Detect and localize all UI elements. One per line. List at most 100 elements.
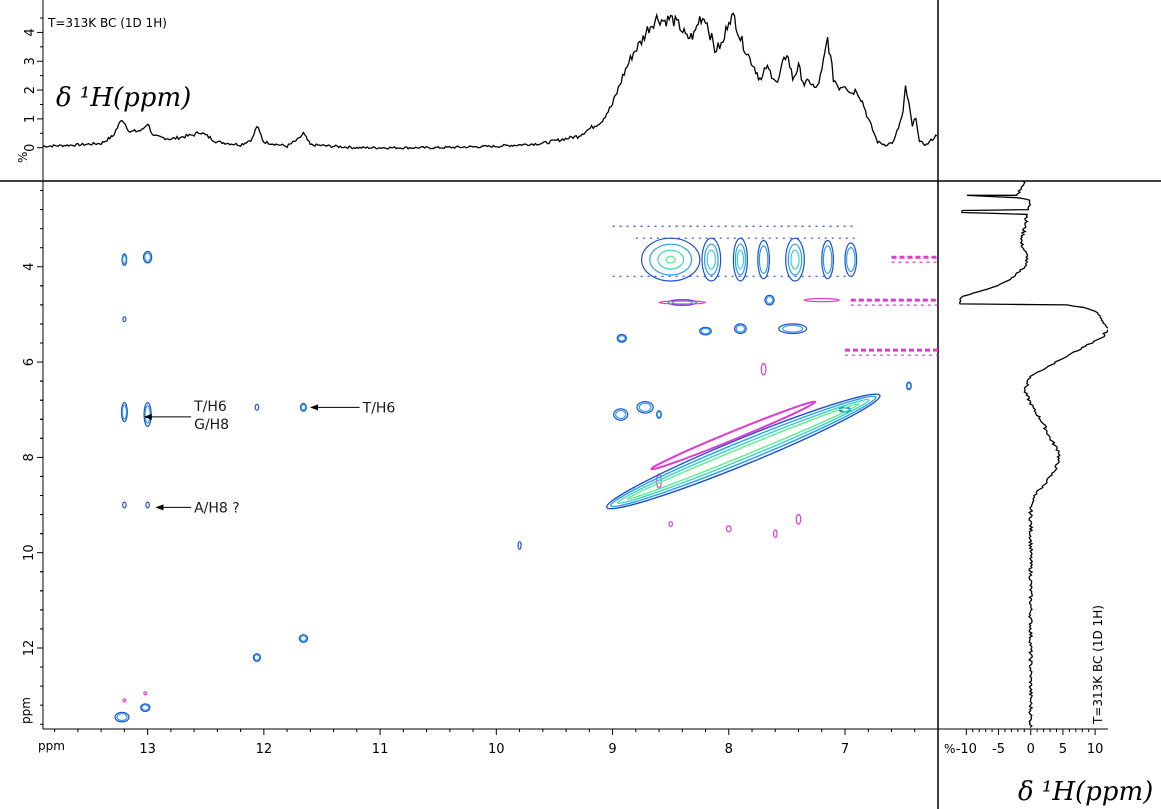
contour-peak-blue <box>734 323 747 335</box>
contour-peak-blue <box>254 403 260 411</box>
right-projection-axis-title: δ ¹H(ppm) <box>1018 777 1153 807</box>
contour-peak-blue <box>122 501 127 509</box>
right-x-tick-label: 5 <box>1059 742 1067 757</box>
top-projection-y-ticks: 0 1 2 3 4 <box>23 17 43 152</box>
contour-peak-blue <box>617 334 626 342</box>
contour-peak-blue <box>845 247 856 273</box>
annotation-label: T/H6 <box>193 399 227 415</box>
annotation-label: A/H8 ? <box>194 500 240 516</box>
contour-peak-blue <box>782 324 804 333</box>
top-projection-axis-title: δ ¹H(ppm) <box>56 83 191 113</box>
top-projection-label: T=313K BC (1D 1H) <box>47 16 167 30</box>
y-axis-unit-label: ppm <box>19 697 33 724</box>
diagonal-contour <box>610 395 877 508</box>
right-x-tick-label: 10 <box>1087 742 1104 757</box>
contour-peak-blue <box>300 403 307 411</box>
contour-peak-blue <box>299 402 307 412</box>
contour-peak-blue <box>142 250 153 264</box>
top-y-tick-label: 2 <box>23 86 38 94</box>
y-axis-ticks: 4 6 8 10 12 <box>22 190 43 725</box>
diagonal-contour <box>626 402 861 500</box>
right-projection-trace <box>958 181 1108 728</box>
contour-peak-blue <box>667 299 697 307</box>
contour-peak-blue <box>636 400 654 414</box>
contour-peak-blue <box>699 326 712 336</box>
y-tick-label: 4 <box>22 263 37 271</box>
contour-peak-blue <box>778 323 808 335</box>
contour-peak-blue <box>638 402 652 412</box>
contour-peak-blue <box>703 243 719 276</box>
x-tick-label: 12 <box>256 742 273 757</box>
y-tick-label: 12 <box>22 640 37 657</box>
contour-peak-magenta <box>122 698 127 703</box>
diagonal-contour <box>605 393 881 510</box>
contour-peak-blue <box>298 634 309 643</box>
x-axis-unit-label: ppm <box>38 739 65 753</box>
contour-peak-blue <box>114 711 130 723</box>
annotation-layer: T/H6 G/H8 T/H6 A/H8 ? <box>143 399 396 516</box>
contour-peak-magenta <box>725 525 732 533</box>
contour-peak-magenta <box>760 362 767 376</box>
right-projection-x-ticks: -10 -5 0 5 10 <box>956 729 1104 757</box>
diagonal-contour-magenta <box>650 400 817 471</box>
contour-peak-blue <box>906 382 912 390</box>
contour-peak-blue <box>758 245 769 274</box>
contour-peak-blue <box>822 245 833 274</box>
contour-peak-blue <box>706 249 717 270</box>
contour-peak-magenta <box>795 513 802 525</box>
top-y-tick-label: 4 <box>23 28 38 36</box>
annotation-label: T/H6 <box>362 400 396 416</box>
contour-peak-blue <box>641 237 701 282</box>
contour-peak-magenta <box>143 691 148 696</box>
top-y-tick-label: 3 <box>23 57 38 65</box>
contour-peak-blue <box>700 327 711 335</box>
right-x-tick-label: -10 <box>956 742 977 757</box>
contour-peak-magenta <box>668 521 674 528</box>
y-tick-label: 8 <box>22 453 37 461</box>
contour-peak-blue <box>253 654 260 661</box>
x-tick-label: 9 <box>608 742 616 757</box>
contour-peak-blue <box>116 713 128 722</box>
y-tick-label: 6 <box>22 358 37 366</box>
contour-peak-blue <box>122 316 127 323</box>
contour-peak-blue <box>613 408 629 421</box>
contour-peak-blue <box>785 237 805 282</box>
contour-peak-blue <box>140 703 151 712</box>
annotation-label: G/H8 <box>194 417 229 433</box>
contour-peak-blue <box>656 411 662 418</box>
x-axis-ticks: 13 12 11 10 9 8 7 <box>54 729 916 757</box>
contour-peak-magenta <box>772 529 778 538</box>
contour-peak-blue <box>144 252 152 262</box>
contour-peak-blue <box>821 239 834 280</box>
contour-peak-blue <box>144 405 151 424</box>
contour-peak-blue <box>735 324 746 333</box>
contour-peak-blue <box>736 249 745 270</box>
contour-layer <box>114 225 938 723</box>
top-projection-trace <box>43 12 938 150</box>
right-projection-x-unit: % <box>944 742 955 756</box>
x-tick-label: 8 <box>725 742 733 757</box>
right-x-tick-label: -5 <box>992 742 1005 757</box>
contour-peak-blue <box>252 653 261 662</box>
top-projection: T=313K BC (1D 1H) δ ¹H(ppm) % <box>16 16 191 163</box>
contour-peak-blue <box>649 243 693 276</box>
contour-peak-blue <box>757 239 770 280</box>
annotation-arrowhead <box>310 404 319 411</box>
contour-peak-blue <box>790 249 800 270</box>
annotation-arrowhead <box>155 504 164 511</box>
x-tick-label: 11 <box>372 742 389 757</box>
annotation-arrowhead <box>143 413 152 420</box>
contour-peak-blue <box>787 243 803 276</box>
contour-peak-blue <box>145 501 150 509</box>
contour-peak-blue <box>734 243 747 276</box>
diagonal-contour <box>616 398 870 505</box>
contour-peak-blue <box>765 296 774 305</box>
contour-peak-blue <box>701 237 722 282</box>
contour-peak-blue <box>657 249 685 270</box>
contour-peak-blue <box>517 541 522 550</box>
contour-peak-blue <box>732 237 749 282</box>
top-y-tick-label: 1 <box>23 115 38 123</box>
contour-peak-blue <box>120 402 128 423</box>
contour-peak-blue <box>615 409 627 420</box>
